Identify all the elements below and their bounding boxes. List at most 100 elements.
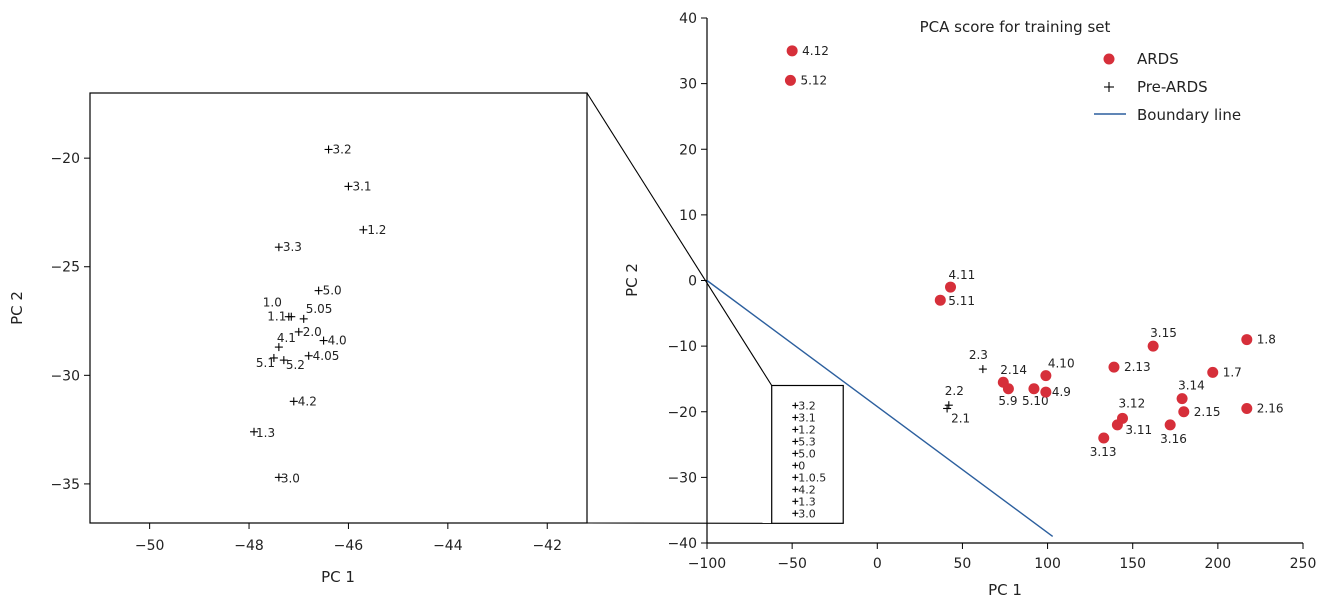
pre-ards-point-label: 2.2	[945, 384, 964, 398]
zoomed-x-tick-label: −48	[234, 538, 264, 554]
ards-point	[1164, 419, 1176, 431]
zoomed-pre-ards-point	[294, 327, 303, 336]
zoomed-point-label: 3.0	[281, 471, 300, 485]
zoom-region-box	[771, 384, 844, 524]
zoomed-point-label: 3.2	[333, 142, 352, 156]
main-y-tick-label: 30	[679, 77, 697, 93]
ards-point-label: 5.11	[948, 294, 975, 308]
ards-point-label: 4.12	[802, 44, 829, 58]
chart-title: PCA score for training set	[920, 18, 1111, 36]
zoomed-scatter-chart: −50 −48 −46 −44 −42 −20 −25 −30 −35 3.2 3.1 1.2 3.3…	[8, 92, 588, 586]
ards-point-label: 4.9	[1052, 385, 1071, 399]
main-y-tick-label: 0	[688, 274, 697, 290]
inset-box-point	[792, 402, 799, 409]
main-x-tick-label: −50	[777, 556, 807, 572]
zoomed-pre-ards-point	[274, 343, 283, 352]
main-y-tick-label: 20	[679, 142, 697, 158]
zoomed-y-tick-label: −20	[50, 151, 80, 167]
ards-point-label: 3.13	[1090, 445, 1117, 459]
zoomed-point-label: 1.3	[256, 426, 275, 440]
inset-box-point-label: 3.2	[798, 400, 816, 413]
zoom-connector-lines	[586, 92, 773, 524]
zoomed-point-label: 4.0	[328, 334, 347, 348]
inset-box-point-label: 1.2	[798, 423, 816, 436]
ards-point-label: 2.15	[1194, 405, 1221, 419]
inset-box-point	[792, 426, 799, 433]
ards-point-label: 5.10	[1022, 394, 1049, 408]
ards-point	[1040, 370, 1052, 382]
zoomed-point-label: 5.2	[286, 358, 305, 372]
pre-ards-point	[943, 404, 952, 413]
connector-line-top	[586, 92, 773, 386]
zoomed-pre-ards-point	[344, 182, 353, 191]
main-x-tick-label: 200	[1204, 556, 1231, 572]
ards-point-label: 3.11	[1125, 423, 1152, 437]
zoomed-point-label: 2.0	[303, 325, 322, 339]
legend-ards-marker	[1103, 53, 1115, 65]
boundary-line	[706, 279, 1054, 538]
legend-ards-label: ARDS	[1137, 50, 1179, 68]
zoomed-point-label: 1.0	[263, 296, 282, 310]
ards-point	[1176, 393, 1188, 405]
zoomed-x-tick-label: −42	[532, 538, 562, 554]
ards-point-label: 2.16	[1257, 401, 1284, 415]
main-scatter-chart: −100 −50 0 50 100 150 200 250403020100−10−20−30…	[623, 11, 1316, 599]
main-y-tick-label: −10	[667, 339, 697, 355]
zoomed-x-tick-label: −44	[433, 538, 463, 554]
zoomed-point-label: 4.05	[313, 349, 340, 363]
pre-ards-point	[944, 401, 953, 410]
zoomed-pre-ards-point	[319, 336, 328, 345]
zoomed-point-label: 5.1	[256, 356, 275, 370]
ards-point-label: 5.9	[998, 394, 1017, 408]
zoomed-point-label: 1.1	[267, 310, 286, 324]
ards-point-label: 3.12	[1118, 396, 1145, 410]
legend: ARDS Pre-ARDS Boundary line	[1094, 50, 1241, 124]
inset-box-point	[792, 498, 799, 505]
main-y-tick-label: −40	[667, 536, 697, 552]
pre-ards-point-label: 2.1	[951, 411, 970, 425]
ards-point-label: 3.14	[1178, 379, 1205, 393]
main-x-tick-label: 250	[1290, 556, 1317, 572]
ards-point	[1028, 383, 1040, 395]
inset-box-point	[792, 450, 799, 457]
inset-box-point	[792, 414, 799, 421]
main-x-axis-title: PC 1	[988, 581, 1022, 599]
main-x-tick-label: 50	[954, 556, 972, 572]
ards-point	[1108, 361, 1120, 373]
inset-box-point-label: 5.3	[798, 435, 816, 448]
ards-point-label: 1.8	[1257, 333, 1276, 347]
zoomed-point-label: 5.05	[306, 302, 333, 316]
ards-point	[934, 294, 946, 306]
ards-point-label: 4.10	[1048, 357, 1075, 371]
zoomed-x-tick-label: −50	[135, 538, 165, 554]
main-x-tick-label: −100	[688, 556, 726, 572]
zoomed-pre-ards-point	[324, 145, 333, 154]
inset-box-point	[792, 474, 799, 481]
ards-point-label: 4.11	[949, 268, 976, 282]
zoomed-point-label: 4.1	[277, 331, 296, 345]
zoomed-point-label: 4.2	[298, 394, 317, 408]
inset-box-point-label: 5.0	[798, 447, 816, 460]
main-y-tick-label: 10	[679, 208, 697, 224]
main-y-tick-label: −20	[667, 405, 697, 421]
ards-point-label: 2.13	[1124, 360, 1151, 374]
inset-box-point	[792, 438, 799, 445]
ards-point	[1178, 406, 1190, 418]
zoomed-pre-ards-point	[359, 225, 368, 234]
pre-ards-point	[978, 365, 987, 374]
main-y-tick-label: 40	[679, 11, 697, 27]
ards-point	[1207, 366, 1219, 378]
ards-point	[784, 74, 796, 86]
legend-pre-ards-label: Pre-ARDS	[1137, 78, 1208, 96]
inset-box-point-label: 3.1	[798, 411, 816, 424]
zoomed-pre-ards-point	[269, 353, 278, 362]
zoomed-y-tick-label: −30	[50, 368, 80, 384]
zoomed-x-axis-title: PC 1	[321, 568, 355, 586]
inset-box-point-label: 1.3	[798, 495, 816, 508]
ards-point-label: 3.16	[1160, 432, 1187, 446]
inset-box-point-label: 0	[798, 459, 805, 472]
zoomed-pre-ards-point	[250, 427, 259, 436]
ards-point	[1147, 340, 1159, 352]
zoomed-pre-ards-point	[304, 351, 313, 360]
